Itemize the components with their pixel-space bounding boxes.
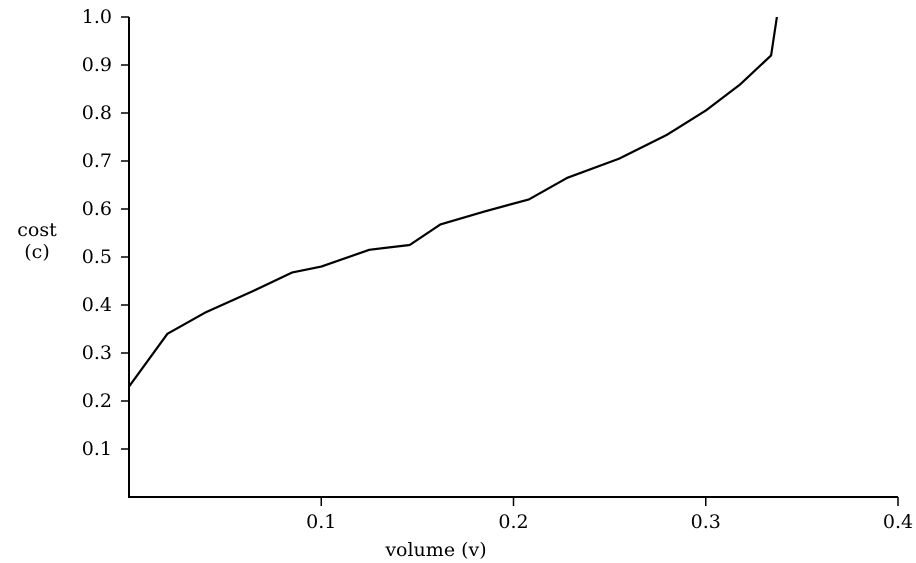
x-tick-label: 0.4 [883,511,913,533]
y-tick-label: 0.4 [82,294,112,316]
x-axis-ticks: 0.1 0.2 0.3 0.4 [306,497,913,533]
y-axis-ticks: 0.1 0.2 0.3 0.4 0.5 0.6 0.7 0.8 0.9 1.0 [82,6,129,460]
y-tick-label: 0.9 [82,54,112,76]
y-tick-label: 0.6 [82,198,112,220]
y-tick-label: 0.8 [82,102,112,124]
y-axis-title-line-2: (c) [24,241,49,263]
y-tick-label: 1.0 [82,6,112,28]
x-tick-label: 0.3 [691,511,721,533]
y-tick-label: 0.5 [82,246,112,268]
y-tick-label: 0.7 [82,150,112,172]
series-line [128,16,778,388]
x-axis-title: volume (v) [384,539,486,561]
y-tick-label: 0.1 [82,438,112,460]
y-tick-label: 0.2 [82,390,112,412]
x-tick-label: 0.2 [498,511,528,533]
x-tick-label: 0.1 [306,511,336,533]
y-tick-label: 0.3 [82,342,112,364]
y-axis-title-line-1: cost [17,219,57,241]
